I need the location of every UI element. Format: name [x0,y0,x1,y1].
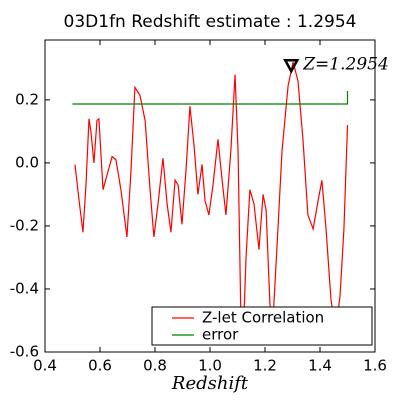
x-tick-label: 0.6 [88,357,112,375]
legend-label: Z-let Correlation [202,309,324,327]
x-tick-label: 1.0 [198,357,222,375]
legend-frame [151,306,373,346]
y-tick-label: 0.2 [15,90,39,108]
x-tick-label: 1.6 [363,357,387,375]
x-tick-label: 1.2 [253,357,277,375]
y-tick-label: -0.2 [10,216,39,234]
chart-title: 03D1fn Redshift estimate : 1.2954 [64,12,357,32]
x-axis-label: Redshift [171,373,249,394]
y-tick-label: -0.6 [10,343,39,361]
x-tick-label: 0.4 [33,357,57,375]
legend-label: error [202,326,239,344]
series-line [74,61,349,345]
y-tick-label: 0.0 [15,153,39,171]
y-tick-label: -0.4 [10,279,39,297]
plot-frame [44,39,376,353]
x-tick-label: 0.8 [143,357,167,375]
annotation-text: Z=1.2954 [302,55,389,75]
x-tick-label: 1.4 [308,357,332,375]
annotation-marker [283,58,300,74]
series-line [72,91,349,105]
